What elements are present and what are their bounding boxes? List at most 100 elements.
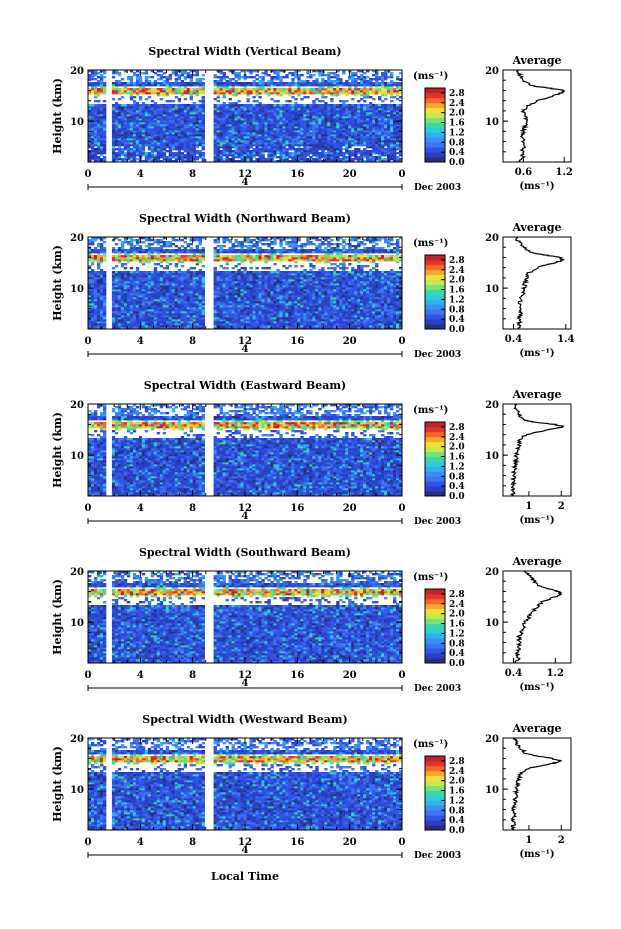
heatmap-cell <box>306 136 310 139</box>
heatmap-cell <box>141 291 146 294</box>
heatmap-cell <box>177 156 182 159</box>
heatmap-cell <box>231 110 235 113</box>
heatmap-cell <box>141 259 146 262</box>
heatmap-cell <box>96 323 101 326</box>
heatmap-cell <box>159 104 164 107</box>
heatmap-cell <box>309 112 313 115</box>
heatmap-cell <box>159 70 164 73</box>
heatmap-cell <box>399 148 403 151</box>
heatmap-cell <box>378 128 382 131</box>
heatmap-cell <box>111 140 116 143</box>
heatmap-cell <box>171 271 176 274</box>
heatmap-cell <box>132 96 137 99</box>
heatmap-cell <box>177 132 182 135</box>
heatmap-cell <box>129 297 134 300</box>
heatmap-cell <box>312 126 316 129</box>
heatmap-cell <box>147 281 152 284</box>
heatmap-cell <box>153 84 158 87</box>
heatmap-cell <box>129 259 134 262</box>
heatmap-cell <box>339 142 343 145</box>
heatmap-cell <box>297 70 301 73</box>
heatmap-cell <box>132 74 137 77</box>
heatmap-cell <box>339 100 343 103</box>
colorbar-segment <box>425 97 445 104</box>
heatmap-cell <box>273 106 277 109</box>
heatmap-cell <box>135 309 140 312</box>
heatmap-cell <box>264 142 268 145</box>
heatmap-cell <box>342 156 346 159</box>
heatmap-cell <box>366 104 370 107</box>
heatmap-cell <box>159 82 164 85</box>
heatmap-cell <box>291 144 295 147</box>
colorbar-tick-label: 2.8 <box>449 89 465 99</box>
heatmap-cell <box>117 305 122 308</box>
heatmap-cell <box>234 72 238 75</box>
heatmap-cell <box>330 120 334 123</box>
heatmap-cell <box>255 134 259 137</box>
heatmap-cell <box>171 327 176 330</box>
heatmap-cell <box>366 158 370 161</box>
x-tick-label: 0 <box>399 169 406 180</box>
heatmap-cell <box>96 325 101 328</box>
heatmap-cell <box>219 78 223 81</box>
heatmap-cell <box>186 140 191 143</box>
heatmap-cell <box>312 118 316 121</box>
heatmap-cell <box>171 319 176 322</box>
heatmap-cell <box>246 116 250 119</box>
heatmap-cell <box>126 319 131 322</box>
heatmap-cell <box>279 142 283 145</box>
heatmap-cell <box>153 92 158 95</box>
heatmap-cell <box>240 148 244 151</box>
heatmap-cell <box>378 84 382 87</box>
heatmap-cell <box>261 72 265 75</box>
heatmap-cell <box>168 84 173 87</box>
heatmap-cell <box>363 104 367 107</box>
heatmap-cell <box>171 297 176 300</box>
heatmap-cell <box>135 116 140 119</box>
heatmap-cell <box>114 259 119 262</box>
heatmap-cell <box>255 114 259 117</box>
heatmap-cell <box>150 90 155 93</box>
heatmap-cell <box>288 108 292 111</box>
heatmap-cell <box>393 96 397 99</box>
heatmap-cell <box>216 130 220 133</box>
heatmap-cell <box>306 160 310 163</box>
heatmap-cell <box>357 134 361 137</box>
heatmap-cell <box>237 128 241 131</box>
heatmap-cell <box>393 124 397 127</box>
heatmap-cell <box>366 160 370 163</box>
heatmap-cell <box>324 92 328 95</box>
heatmap-cell <box>162 76 167 79</box>
heatmap-cell <box>381 136 385 139</box>
heatmap-cell <box>363 136 367 139</box>
heatmap-cell <box>150 82 155 85</box>
heatmap-cell <box>354 152 358 155</box>
heatmap-cell <box>96 289 101 292</box>
heatmap-cell <box>201 120 205 123</box>
heatmap-cell <box>183 76 188 79</box>
heatmap-cell <box>321 124 325 127</box>
heatmap-cell <box>168 106 173 109</box>
heatmap-cell <box>372 134 376 137</box>
heatmap-cell <box>138 307 143 310</box>
heatmap-cell <box>270 98 274 101</box>
heatmap-cell <box>114 160 119 163</box>
heatmap-cell <box>315 156 319 159</box>
heatmap-cell <box>159 315 164 318</box>
heatmap-cell <box>174 138 179 141</box>
heatmap-cell <box>294 118 298 121</box>
heatmap-cell <box>174 114 179 117</box>
heatmap-cell <box>357 152 361 155</box>
heatmap-cell <box>150 257 155 260</box>
heatmap-cell <box>162 92 167 95</box>
heatmap-cell <box>141 102 146 105</box>
heatmap-cell <box>96 118 101 121</box>
heatmap-cell <box>240 128 244 131</box>
heatmap-cell <box>348 112 352 115</box>
heatmap-cell <box>96 261 101 264</box>
heatmap-cell <box>234 140 238 143</box>
heatmap-cell <box>198 124 202 127</box>
heatmap-cell <box>186 124 191 127</box>
heatmap-cell <box>117 285 122 288</box>
heatmap-cell <box>267 126 271 129</box>
